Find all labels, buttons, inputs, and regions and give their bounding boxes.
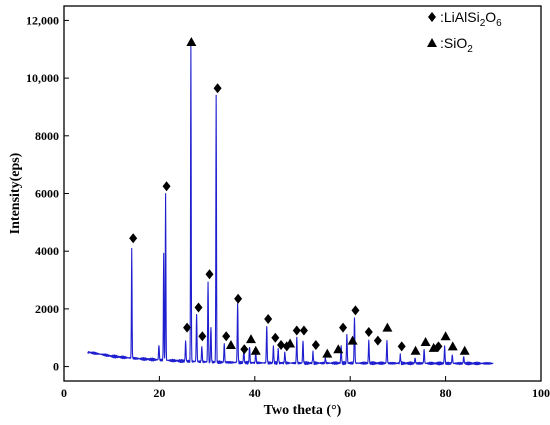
- y-tick-label: 10,000: [26, 71, 59, 85]
- sio2-peak-marker: [245, 334, 256, 344]
- liaisi2o6-peak-marker: [271, 332, 280, 343]
- sio2-peak-marker: [459, 345, 470, 355]
- sio2-peak-marker: [347, 335, 358, 345]
- x-tick-label: 80: [440, 386, 452, 400]
- liaisi2o6-peak-marker: [129, 233, 138, 244]
- sio2-peak-marker: [428, 342, 439, 352]
- chart-series: [87, 45, 494, 366]
- liaisi2o6-peak-marker: [222, 331, 231, 342]
- y-axis-title: Intensity(eps): [8, 152, 23, 234]
- y-tick-label: 2000: [35, 302, 59, 316]
- sio2-peak-marker: [420, 337, 431, 347]
- sio2-peak-marker: [225, 339, 236, 349]
- legend-entry: :SiO2: [440, 35, 473, 55]
- liaisi2o6-peak-marker: [299, 325, 308, 336]
- sio2-peak-marker: [333, 344, 344, 354]
- xrd-pattern-line: [87, 45, 494, 366]
- liaisi2o6-peak-marker: [277, 339, 286, 350]
- legend-triangle-marker: [427, 38, 437, 47]
- y-tick-label: 4000: [35, 244, 59, 258]
- liaisi2o6-peak-marker: [194, 302, 203, 313]
- liaisi2o6-peak-marker: [162, 181, 171, 192]
- sio2-peak-marker: [382, 322, 393, 332]
- sio2-peak-marker: [186, 37, 197, 47]
- liaisi2o6-peak-marker: [264, 313, 273, 324]
- sio2-peak-marker: [410, 345, 421, 355]
- x-tick-label: 60: [344, 386, 356, 400]
- y-tick-label: 6000: [35, 187, 59, 201]
- liaisi2o6-peak-marker: [198, 331, 207, 342]
- legend-diamond-marker: [428, 12, 436, 22]
- x-tick-label: 20: [153, 386, 165, 400]
- liaisi2o6-peak-marker: [364, 326, 373, 337]
- sio2-peak-marker: [250, 345, 261, 355]
- liaisi2o6-peak-marker: [240, 344, 249, 355]
- liaisi2o6-peak-marker: [311, 339, 320, 350]
- liaisi2o6-peak-marker: [213, 83, 222, 94]
- liaisi2o6-peak-marker: [234, 293, 243, 304]
- sio2-peak-marker: [447, 341, 458, 351]
- liaisi2o6-peak-marker: [397, 341, 406, 352]
- x-tick-label: 100: [532, 386, 550, 400]
- chart-axes: [63, 5, 542, 382]
- liaisi2o6-peak-marker: [205, 269, 214, 280]
- plot-frame: [63, 5, 542, 382]
- y-tick-label: 12,000: [26, 13, 59, 27]
- x-tick-label: 0: [61, 386, 67, 400]
- y-tick-label: 8000: [35, 129, 59, 143]
- sio2-peak-marker: [322, 348, 333, 358]
- liaisi2o6-peak-marker: [373, 335, 382, 346]
- x-axis-title: Two theta (°): [264, 403, 342, 418]
- sio2-peak-marker: [285, 338, 296, 348]
- liaisi2o6-peak-marker: [292, 325, 301, 336]
- x-tick-label: 40: [249, 386, 261, 400]
- liaisi2o6-peak-marker: [351, 305, 360, 316]
- liaisi2o6-peak-marker: [339, 322, 348, 333]
- legend-entry: :LiAlSi2O6: [440, 9, 502, 29]
- liaisi2o6-peak-marker: [183, 322, 192, 333]
- chart-legend: :LiAlSi2O6 :SiO2: [427, 9, 502, 55]
- chart-markers: [129, 37, 470, 358]
- chart-ticks: 0 20 40 60 80 100 0 2000 4000 6000 8000 10,000 12,00…: [26, 13, 550, 400]
- sio2-peak-marker: [440, 331, 451, 341]
- y-tick-label: 0: [53, 360, 59, 374]
